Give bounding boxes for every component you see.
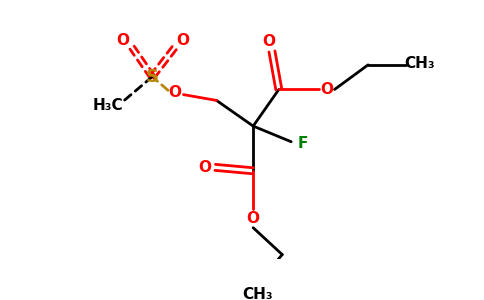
Text: CH₃: CH₃ [242,287,273,300]
Text: O: O [247,211,260,226]
Text: CH₃: CH₃ [405,56,435,70]
Text: O: O [320,82,333,97]
Text: H₃C: H₃C [92,98,123,113]
Text: F: F [298,136,308,151]
Text: O: O [116,33,129,48]
Text: O: O [198,160,212,175]
Text: O: O [262,34,275,50]
Text: O: O [168,85,182,100]
Text: S: S [146,68,159,86]
Text: O: O [177,33,190,48]
